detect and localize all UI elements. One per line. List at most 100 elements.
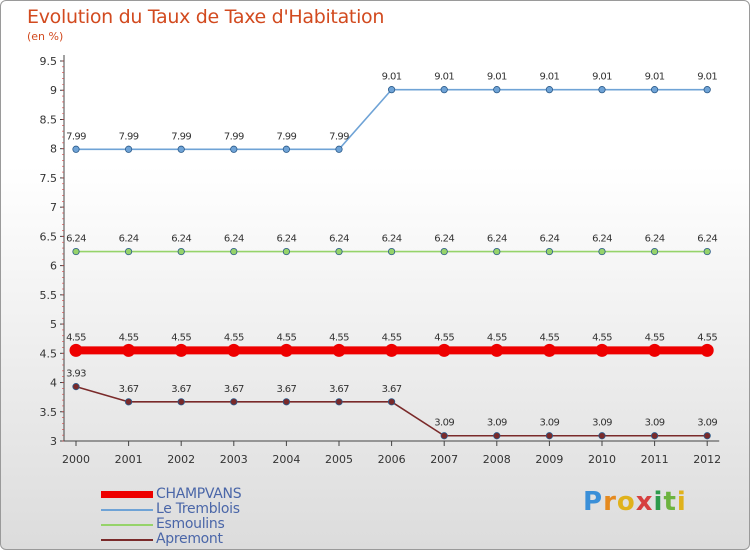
legend-label: CHAMPVANS	[156, 486, 242, 502]
data-point	[282, 145, 290, 153]
data-label: 6.24	[592, 234, 612, 245]
y-tick-label: 8.5	[40, 113, 58, 126]
data-point	[72, 247, 80, 256]
data-point	[72, 145, 80, 153]
data-label: 3.09	[645, 418, 665, 429]
data-point	[230, 398, 238, 406]
logo-letter: P	[583, 487, 604, 517]
data-point	[230, 145, 238, 153]
data-point	[650, 247, 659, 256]
data-label: 3.67	[329, 384, 349, 395]
data-point	[598, 432, 606, 440]
data-point	[125, 145, 133, 153]
data-point	[598, 247, 606, 256]
logo-letter: r	[603, 487, 617, 517]
data-point	[282, 247, 290, 256]
data-label: 9.01	[487, 72, 507, 83]
data-point	[437, 343, 451, 357]
data-point	[493, 432, 501, 440]
data-label: 4.55	[224, 332, 244, 343]
legend-swatch	[101, 524, 153, 526]
data-label: 4.55	[592, 332, 612, 343]
data-point	[545, 86, 554, 94]
logo-letter: x	[635, 487, 654, 517]
data-point	[595, 343, 609, 357]
y-tick-label: 6.5	[40, 230, 58, 243]
data-label: 3.09	[697, 418, 717, 429]
x-tick-label: 2005	[325, 453, 353, 466]
data-label: 9.01	[645, 72, 665, 83]
legend-item: CHAMPVANS	[101, 487, 301, 502]
y-tick-label: 8	[50, 143, 57, 156]
data-label: 4.55	[276, 332, 296, 343]
data-point	[387, 247, 396, 256]
data-label: 4.55	[434, 332, 454, 343]
legend-swatch	[101, 539, 153, 541]
data-point	[177, 398, 185, 406]
data-point	[335, 247, 343, 256]
legend-label: Apremont	[156, 531, 223, 547]
data-point	[650, 86, 659, 94]
data-label: 6.24	[697, 234, 717, 245]
data-label: 9.01	[592, 72, 612, 83]
y-tick-label: 7.5	[40, 172, 58, 185]
y-tick-label: 9.5	[40, 55, 58, 68]
data-point	[332, 343, 346, 357]
data-label: 7.99	[276, 131, 296, 142]
y-tick-label: 6	[50, 260, 57, 273]
data-point	[490, 343, 504, 357]
data-point	[174, 343, 188, 357]
data-label: 6.24	[66, 234, 86, 245]
data-label: 6.24	[171, 234, 191, 245]
legend-swatch	[101, 491, 153, 498]
data-point	[700, 343, 714, 357]
data-label: 4.55	[487, 332, 507, 343]
data-point	[122, 343, 136, 357]
data-label: 3.93	[66, 369, 86, 380]
data-label: 4.55	[645, 332, 665, 343]
legend-item: Esmoulins	[101, 517, 301, 532]
legend-item: Le Tremblois	[101, 502, 301, 517]
logo-letter: i	[676, 487, 687, 517]
data-label: 4.55	[66, 332, 86, 343]
data-point	[72, 383, 80, 391]
data-point	[387, 86, 396, 94]
y-tick-label: 4	[50, 377, 57, 390]
data-point	[703, 247, 711, 256]
legend-swatch	[101, 509, 153, 511]
data-label: 7.99	[329, 131, 349, 142]
data-label: 6.24	[224, 234, 244, 245]
data-label: 6.24	[119, 234, 139, 245]
y-tick-label: 3	[50, 435, 57, 448]
x-tick-label: 2010	[588, 453, 616, 466]
y-tick-label: 5.5	[40, 289, 58, 302]
data-label: 9.01	[434, 72, 454, 83]
data-label: 6.24	[276, 234, 296, 245]
data-point	[227, 343, 241, 357]
data-label: 3.67	[119, 384, 139, 395]
data-point	[125, 398, 133, 406]
data-point	[650, 432, 659, 440]
data-point	[125, 247, 133, 256]
data-label: 7.99	[171, 131, 191, 142]
data-label: 3.67	[276, 384, 296, 395]
data-label: 6.24	[382, 234, 402, 245]
data-point	[385, 343, 399, 357]
data-label: 3.67	[171, 384, 191, 395]
data-label: 4.55	[119, 332, 139, 343]
x-tick-label: 2002	[167, 453, 195, 466]
data-label: 3.09	[539, 418, 559, 429]
data-point	[69, 343, 83, 357]
chart-subtitle: (en %)	[27, 30, 64, 43]
data-label: 6.24	[434, 234, 454, 245]
data-label: 3.67	[382, 384, 402, 395]
data-point	[703, 86, 711, 94]
y-tick-label: 9	[50, 84, 57, 97]
data-label: 7.99	[224, 131, 244, 142]
data-point	[230, 247, 238, 256]
data-label: 4.55	[382, 332, 402, 343]
data-point	[440, 247, 448, 256]
x-tick-label: 2004	[272, 453, 300, 466]
data-point	[703, 432, 711, 440]
